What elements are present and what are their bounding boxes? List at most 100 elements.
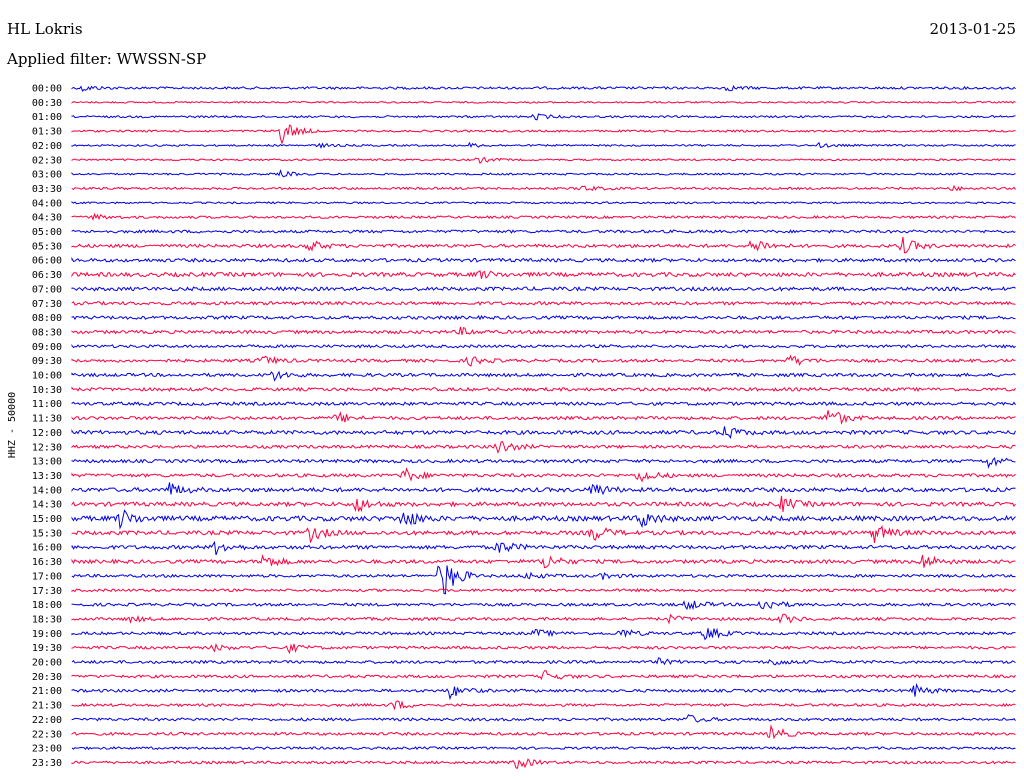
time-tick-label: 20:30 (32, 672, 62, 683)
trace-line (71, 441, 1016, 454)
time-tick-label: 18:00 (32, 600, 62, 611)
trace-line (71, 314, 1016, 321)
time-tick-label: 00:00 (32, 84, 62, 95)
trace-line (71, 256, 1016, 264)
trace-line (71, 657, 1016, 666)
time-tick-label: 17:30 (32, 586, 62, 597)
time-tick-label: 01:30 (32, 127, 62, 138)
trace-line (71, 354, 1016, 367)
trace-line (71, 642, 1016, 655)
trace-line (71, 540, 1016, 556)
time-tick-label: 06:30 (32, 270, 62, 281)
time-tick-label: 11:30 (32, 414, 62, 425)
station-title: HL Lokris (7, 20, 83, 38)
trace-line (71, 627, 1016, 641)
time-tick-label: 09:00 (32, 342, 62, 353)
time-tick-label: 16:30 (32, 557, 62, 568)
filter-label: Applied filter: WWSSN-SP (7, 50, 207, 68)
trace-line (71, 370, 1016, 382)
time-tick-label: 20:00 (32, 658, 62, 669)
trace-line (71, 201, 1016, 205)
time-tick-label: 19:00 (32, 629, 62, 640)
time-tick-label: 06:00 (32, 256, 62, 267)
time-tick-label: 11:00 (32, 399, 62, 410)
seismic-traces (71, 84, 1016, 769)
trace-line (71, 156, 1016, 165)
y-axis-label: HHZ - 50000 (7, 392, 18, 458)
trace-line (71, 495, 1016, 513)
time-tick-label: 14:00 (32, 485, 62, 496)
trace-line (71, 141, 1016, 149)
time-tick-label: 10:00 (32, 371, 62, 382)
time-tick-label: 02:00 (32, 141, 62, 152)
time-tick-label: 01:00 (32, 112, 62, 123)
time-tick-label: 21:30 (32, 701, 62, 712)
time-tick-label: 18:30 (32, 614, 62, 625)
time-tick-label: 16:00 (32, 543, 62, 554)
time-tick-label: 12:30 (32, 442, 62, 453)
trace-line (71, 758, 1016, 769)
time-tick-label: 23:00 (32, 744, 62, 755)
time-tick-label: 12:00 (32, 428, 62, 439)
trace-line (71, 714, 1016, 723)
trace-line (71, 724, 1016, 740)
time-tick-labels: 00:00 00:30 01:00 01:30 02:00 02:30 03:00 03:30… (32, 84, 62, 769)
time-tick-label: 19:30 (32, 643, 62, 654)
time-tick-label: 00:30 (32, 98, 62, 109)
time-tick-label: 21:00 (32, 686, 62, 697)
time-tick-label: 15:00 (32, 514, 62, 525)
trace-line (71, 401, 1016, 407)
time-tick-label: 08:00 (32, 313, 62, 324)
trace-line (71, 588, 1016, 593)
time-tick-label: 13:00 (32, 457, 62, 468)
trace-line (71, 286, 1016, 292)
time-tick-label: 03:00 (32, 170, 62, 181)
time-tick-label: 17:00 (32, 571, 62, 582)
trace-line (71, 565, 1016, 595)
trace-line (71, 553, 1016, 569)
time-tick-label: 22:30 (32, 729, 62, 740)
trace-line (71, 100, 1016, 104)
time-tick-label: 13:30 (32, 471, 62, 482)
trace-line (71, 482, 1016, 496)
trace-line (71, 600, 1016, 611)
time-tick-label: 04:00 (32, 198, 62, 209)
time-tick-label: 03:30 (32, 184, 62, 195)
trace-line (71, 682, 1016, 701)
trace-line (71, 700, 1016, 711)
trace-line (71, 410, 1016, 425)
trace-line (71, 426, 1016, 440)
time-tick-label: 05:00 (32, 227, 62, 238)
time-tick-label: 02:30 (32, 155, 62, 166)
trace-line (71, 670, 1016, 681)
time-tick-label: 08:30 (32, 327, 62, 338)
trace-line (71, 236, 1016, 254)
time-tick-label: 09:30 (32, 356, 62, 367)
trace-line (71, 113, 1016, 121)
trace-line (71, 746, 1016, 751)
trace-line (71, 386, 1016, 393)
time-tick-label: 14:30 (32, 500, 62, 511)
trace-line (71, 613, 1016, 625)
trace-line (71, 124, 1016, 145)
time-tick-label: 15:30 (32, 528, 62, 539)
trace-line (71, 212, 1016, 221)
trace-line (71, 300, 1016, 306)
time-tick-label: 07:00 (32, 284, 62, 295)
record-date: 2013-01-25 (929, 20, 1016, 38)
trace-line (71, 326, 1016, 335)
trace-line (71, 269, 1016, 279)
trace-line (71, 343, 1016, 349)
trace-line (71, 457, 1016, 469)
time-tick-label: 23:30 (32, 758, 62, 769)
trace-line (71, 467, 1016, 483)
trace-line (71, 84, 1016, 92)
trace-line (71, 524, 1016, 544)
trace-line (71, 229, 1016, 234)
time-tick-label: 07:30 (32, 299, 62, 310)
trace-line (71, 168, 1016, 178)
time-tick-label: 10:30 (32, 385, 62, 396)
trace-line (71, 184, 1016, 192)
time-tick-label: 22:00 (32, 715, 62, 726)
